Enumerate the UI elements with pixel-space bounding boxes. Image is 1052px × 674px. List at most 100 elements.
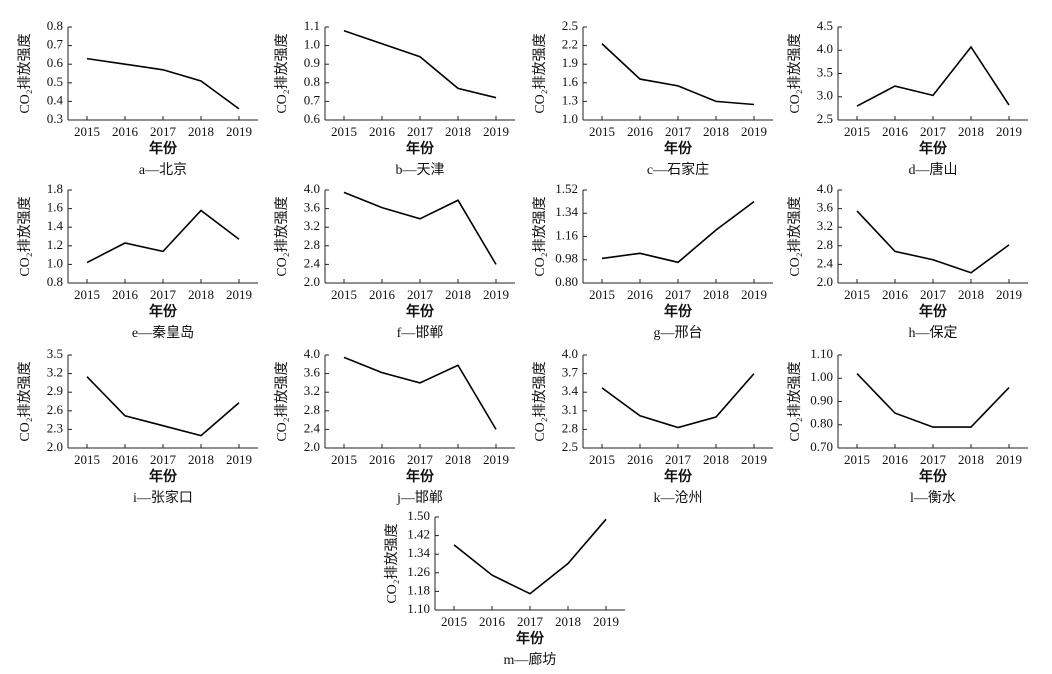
x-tick-label: 2019 — [741, 124, 767, 139]
y-tick-label: 1.34 — [407, 545, 430, 560]
y-tick-label: 2.8 — [562, 420, 578, 435]
y-tick-label: 1.3 — [562, 92, 578, 107]
y-tick-label: 3.7 — [562, 365, 579, 380]
y-tick-label: 0.5 — [47, 74, 63, 89]
x-tick-label: 2015 — [74, 287, 100, 302]
y-axis-title: CO₂排放强度 — [17, 361, 33, 441]
y-tick-label: 1.10 — [407, 601, 430, 616]
x-tick-label: 2018 — [445, 124, 471, 139]
panel: 0.8 1.0 1.2 1.4 1.6 1.8 2015 2016 2017 2018 2019 年份… — [17, 181, 258, 341]
y-tick-label: 1.6 — [47, 200, 64, 215]
y-axis-title: CO₂排放强度 — [787, 33, 803, 113]
data-line — [856, 45, 1010, 107]
x-tick-label: 2018 — [958, 124, 984, 139]
x-tick-label: 2019 — [996, 287, 1022, 302]
y-tick-label: 0.7 — [304, 92, 321, 107]
data-line — [86, 57, 240, 110]
x-tick-label: 2016 — [112, 287, 139, 302]
y-tick-label: 1.16 — [555, 227, 578, 242]
y-tick-label: 2.0 — [304, 274, 320, 289]
y-tick-label: 0.3 — [47, 111, 63, 126]
panel-caption: h—保定 — [909, 325, 958, 341]
x-tick-label: 2015 — [331, 287, 357, 302]
y-tick-label: 0.6 — [47, 55, 64, 70]
y-axis-title: CO₂排放强度 — [532, 361, 548, 441]
y-axis-title: CO₂排放强度 — [274, 33, 290, 113]
y-tick-label: 3.6 — [304, 200, 321, 215]
panel: 1.0 1.3 1.6 1.9 2.2 2.5 2015 2016 2017 2018 2019 年份… — [532, 18, 773, 178]
y-tick-label: 1.34 — [555, 204, 578, 219]
panel-caption: m—廊坊 — [504, 651, 557, 668]
y-axis-title: CO₂排放强度 — [787, 196, 803, 276]
x-tick-label: 2018 — [958, 452, 984, 467]
y-tick-label: 3.5 — [47, 346, 63, 361]
x-tick-label: 2019 — [483, 452, 509, 467]
x-tick-label: 2017 — [920, 287, 947, 302]
x-tick-label: 2016 — [882, 287, 909, 302]
x-tick-label: 2016 — [369, 452, 396, 467]
x-tick-label: 2015 — [331, 452, 357, 467]
x-tick-label: 2016 — [112, 452, 139, 467]
panel: 2.0 2.3 2.6 2.9 3.2 3.5 2015 2016 2017 2018 2019 年份… — [17, 346, 258, 506]
y-tick-label: 3.5 — [817, 64, 833, 79]
y-tick-label: 2.2 — [562, 37, 578, 52]
x-tick-label: 2018 — [703, 124, 729, 139]
x-tick-label: 2017 — [407, 287, 434, 302]
y-tick-label: 4.0 — [304, 346, 320, 361]
x-tick-label: 2015 — [589, 124, 615, 139]
y-tick-label: 3.4 — [562, 383, 579, 398]
y-tick-label: 1.2 — [47, 237, 63, 252]
y-tick-label: 1.0 — [47, 255, 63, 270]
panel-caption: c—石家庄 — [647, 161, 709, 178]
x-axis-title: 年份 — [664, 303, 693, 320]
y-tick-label: 2.5 — [562, 18, 578, 33]
x-tick-label: 2018 — [958, 287, 984, 302]
x-tick-label: 2015 — [844, 452, 870, 467]
data-line — [601, 200, 755, 264]
x-tick-label: 2017 — [407, 452, 434, 467]
panel: 0.80 0.98 1.16 1.34 1.52 2015 2016 2017 2018 2019… — [532, 181, 773, 341]
x-tick-label: 2019 — [593, 614, 619, 629]
y-tick-label: 1.18 — [407, 582, 430, 597]
y-tick-label: 3.6 — [304, 365, 321, 380]
x-tick-label: 2015 — [74, 452, 100, 467]
y-tick-label: 3.1 — [562, 402, 578, 417]
data-line — [453, 518, 607, 595]
x-axis-title: 年份 — [149, 303, 178, 320]
y-axis-title: CO₂排放强度 — [17, 33, 33, 113]
data-line — [856, 210, 1010, 274]
x-tick-label: 2015 — [844, 287, 870, 302]
x-tick-label: 2018 — [703, 287, 729, 302]
x-tick-label: 2019 — [996, 124, 1022, 139]
y-tick-label: 1.9 — [562, 55, 578, 70]
panel-caption: e—秦皇岛 — [132, 325, 194, 341]
y-axis-title: CO₂排放强度 — [17, 196, 33, 276]
x-axis-title: 年份 — [664, 468, 693, 485]
y-axis-title: CO₂排放强度 — [274, 361, 290, 441]
panel-caption: g—邢台 — [654, 325, 703, 341]
y-axis-title: CO₂排放强度 — [384, 523, 400, 603]
y-tick-label: 0.8 — [304, 74, 320, 89]
x-tick-label: 2017 — [150, 452, 177, 467]
x-tick-label: 2016 — [627, 452, 654, 467]
x-tick-label: 2017 — [920, 124, 947, 139]
x-tick-label: 2018 — [188, 452, 214, 467]
y-tick-label: 1.00 — [810, 369, 833, 384]
y-tick-label: 0.4 — [47, 92, 64, 107]
y-tick-label: 2.9 — [47, 383, 63, 398]
x-tick-label: 2019 — [226, 452, 252, 467]
data-line — [856, 373, 1010, 428]
x-tick-label: 2017 — [150, 287, 177, 302]
y-tick-label: 0.8 — [47, 18, 63, 33]
y-tick-label: 0.8 — [47, 274, 63, 289]
x-tick-label: 2015 — [74, 124, 100, 139]
y-tick-label: 3.2 — [47, 365, 63, 380]
y-tick-label: 0.70 — [810, 439, 833, 454]
x-tick-label: 2019 — [226, 287, 252, 302]
y-tick-label: 1.50 — [407, 508, 430, 523]
y-tick-label: 2.4 — [304, 420, 321, 435]
y-tick-label: 3.2 — [304, 218, 320, 233]
y-tick-label: 3.2 — [817, 218, 833, 233]
y-tick-label: 1.6 — [562, 74, 579, 89]
